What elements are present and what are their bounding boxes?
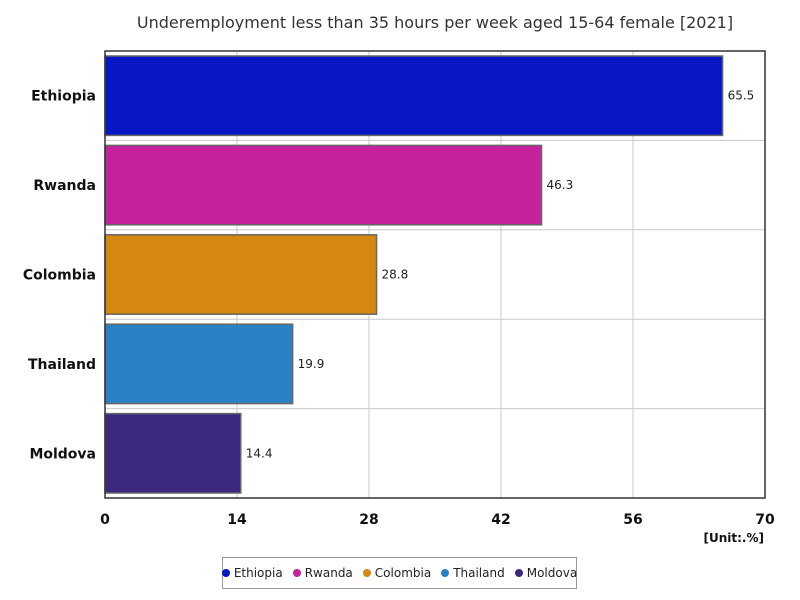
category-labels: Ethiopia Rwanda Colombia Thailand Moldova	[23, 89, 96, 463]
legend: Ethiopia Rwanda Colombia Thailand Moldova	[221, 557, 578, 589]
legend-marker-icon	[441, 569, 450, 577]
legend-marker-icon	[362, 569, 371, 577]
category-label-thailand: Thailand	[28, 357, 96, 373]
legend-label: Moldova	[526, 566, 578, 580]
bar-moldova	[104, 412, 242, 494]
bars: 65.5 46.3 28.8 19.9 14.4	[104, 55, 755, 494]
unit-label: [Unit:.%]	[704, 531, 765, 545]
bar-colombia	[104, 234, 378, 315]
category-label-moldova: Moldova	[29, 446, 96, 462]
legend-label: Colombia	[374, 566, 432, 580]
value-label-thailand: 19.9	[298, 357, 325, 371]
category-label-colombia: Colombia	[23, 268, 96, 284]
legend-item-thailand[interactable]: Thailand	[441, 566, 505, 580]
value-label-rwanda: 46.3	[547, 178, 574, 192]
value-label-colombia: 28.8	[382, 268, 409, 282]
legend-item-ethiopia[interactable]: Ethiopia	[221, 566, 283, 580]
legend-marker-icon	[514, 569, 523, 577]
value-label-moldova: 14.4	[246, 446, 273, 460]
plot-frame	[104, 50, 766, 499]
x-axis-ticks: 0 14 28 42 56 70	[100, 512, 775, 528]
chart-title: Underemployment less than 35 hours per w…	[137, 13, 733, 32]
legend-item-rwanda[interactable]: Rwanda	[292, 566, 353, 580]
bar-rwanda	[104, 144, 543, 226]
legend-item-moldova[interactable]: Moldova	[514, 566, 578, 580]
x-tick-label: 70	[755, 512, 775, 528]
x-tick-label: 42	[491, 512, 510, 528]
value-label-ethiopia: 65.5	[728, 89, 755, 103]
x-tick-label: 0	[100, 512, 110, 528]
legend-marker-icon	[221, 569, 230, 577]
x-tick-label: 28	[359, 512, 378, 528]
legend-label: Ethiopia	[233, 566, 283, 580]
bar-thailand	[104, 323, 294, 405]
category-label-ethiopia: Ethiopia	[31, 89, 96, 105]
x-tick-label: 56	[623, 512, 642, 528]
legend-label: Thailand	[453, 566, 505, 580]
x-tick-label: 14	[227, 512, 247, 528]
legend-marker-icon	[292, 569, 301, 577]
category-label-rwanda: Rwanda	[33, 178, 96, 194]
legend-label: Rwanda	[304, 566, 353, 580]
legend-item-colombia[interactable]: Colombia	[362, 566, 432, 580]
bar-ethiopia	[104, 55, 724, 137]
